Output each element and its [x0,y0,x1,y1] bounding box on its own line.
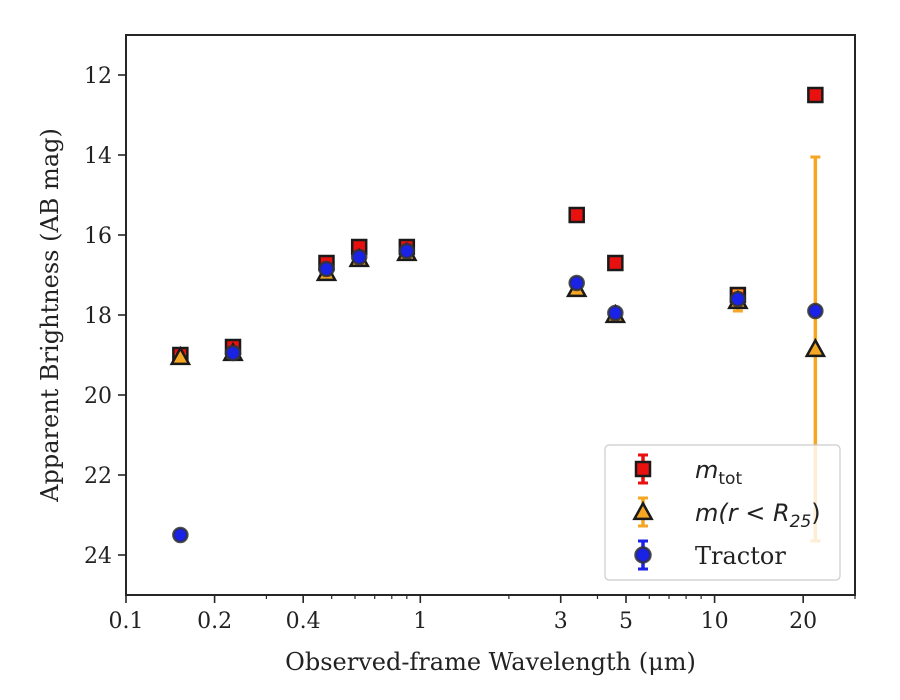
data-point [398,242,416,260]
y-tick-label: 22 [84,464,112,489]
data-point [607,254,624,272]
y-tick-label: 20 [84,384,112,409]
y-axis-label: Apparent Brightness (AB mag) [36,128,64,503]
y-tick-label: 16 [84,224,112,249]
data-point [169,345,192,366]
x-axis-label: Observed-frame Wavelength (μm) [285,648,696,676]
x-tick-label: 5 [619,609,633,634]
x-tick-label: 0.2 [197,609,232,634]
data-point [729,290,747,308]
data-point [807,302,824,320]
data-point [224,344,242,362]
data-point [568,274,585,292]
x-tick-label: 10 [701,609,729,634]
legend-label: m(r < R25) [695,499,821,532]
y-tick-label: 18 [84,304,112,329]
x-tick-label: 0.4 [286,609,321,634]
y-tick-label: 12 [84,64,112,89]
data-point [807,86,824,104]
data-point [172,526,189,544]
series-m-tot [172,86,824,364]
legend-item: mtot [634,453,742,489]
y-axis: 12 14 16 18 20 22 24 [84,64,126,569]
legend-label: Tractor [695,542,786,570]
legend: mtot m(r < R25) Tractor [604,444,841,581]
data-point [350,248,368,266]
x-tick-label: 0.1 [109,609,144,634]
data-point [318,260,335,278]
x-tick-label: 20 [789,609,817,634]
x-axis: 0.1 0.2 0.4 1 3 5 10 20 [109,595,856,634]
legend-marker [632,500,654,521]
legend-box [604,444,841,581]
plot-area [125,34,856,596]
y-tick-label: 24 [84,544,112,569]
x-tick-label: 3 [554,609,568,634]
x-tick-label: 1 [413,609,427,634]
legend-marker [634,460,652,478]
data-point [804,337,827,358]
legend-marker [634,546,652,564]
series-tractor [172,242,824,544]
legend-item: m(r < R25) [632,496,821,532]
data-point [607,304,624,322]
data-point [568,206,585,224]
y-tick-label: 14 [84,144,112,169]
legend-item: Tractor [634,539,786,571]
legend-label: mtot [695,456,742,489]
